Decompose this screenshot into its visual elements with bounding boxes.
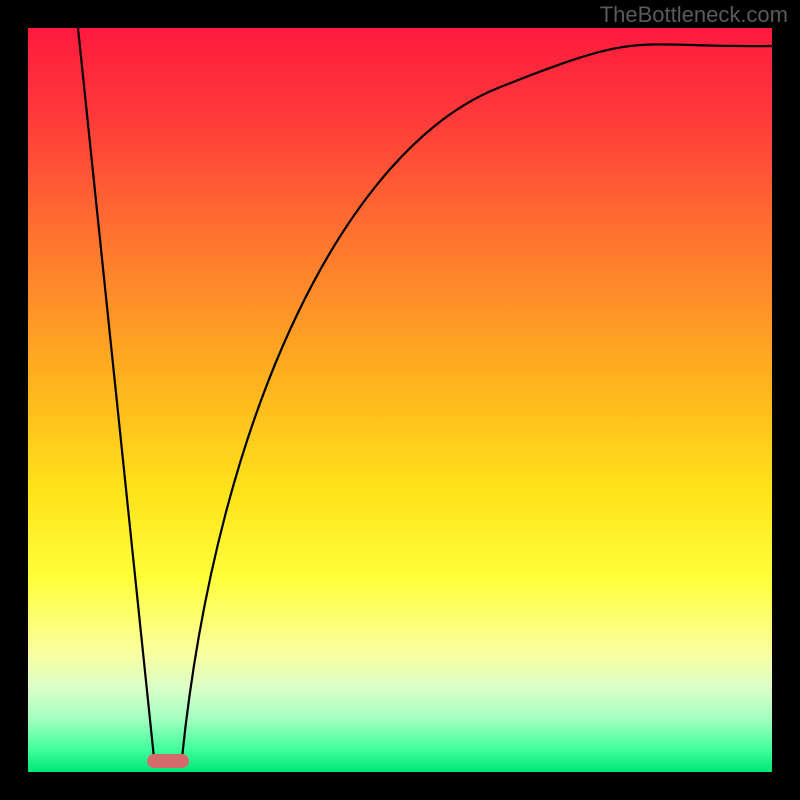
chart-frame	[0, 0, 800, 800]
plot-area	[28, 28, 772, 772]
optimum-marker	[147, 754, 189, 768]
bottleneck-curve	[28, 28, 772, 772]
watermark-text: TheBottleneck.com	[600, 2, 788, 28]
